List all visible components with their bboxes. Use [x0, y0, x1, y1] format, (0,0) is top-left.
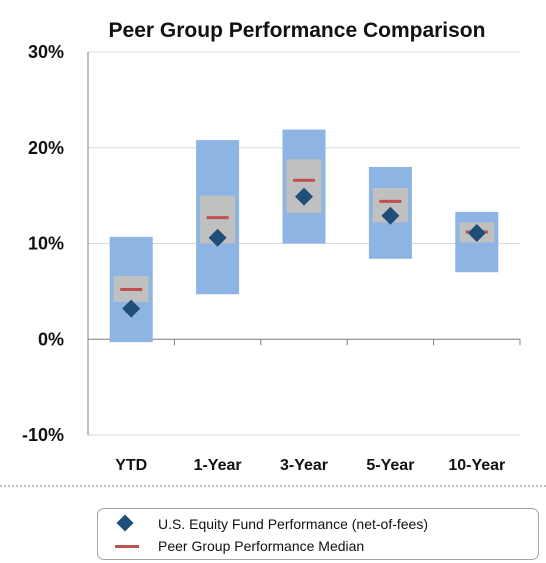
- chart-canvas: Peer Group Performance Comparison -10% 0%…: [22, 19, 521, 474]
- median-marker: [379, 199, 402, 203]
- y-tick-label: 0%: [38, 329, 64, 349]
- legend: U.S. Equity Fund Performance (net-of-fee…: [97, 508, 539, 560]
- median-marker: [120, 287, 143, 291]
- legend-line-icon: [98, 535, 158, 557]
- legend-diamond-icon: [98, 513, 158, 535]
- y-axis-ticks: -10% 0% 10% 20% 30%: [22, 42, 64, 445]
- x-tick-label: 5-Year: [366, 457, 414, 474]
- y-tick-label: 10%: [28, 234, 64, 254]
- x-tick-label: 10-Year: [448, 457, 505, 474]
- fund-marker: [467, 223, 486, 242]
- fund-marker: [381, 206, 400, 225]
- fund-markers: [122, 187, 486, 318]
- median-marker: [293, 178, 315, 182]
- y-tick-label: 20%: [28, 138, 64, 158]
- legend-item-fund: U.S. Equity Fund Performance (net-of-fee…: [98, 513, 538, 535]
- x-axis-ticks: YTD 1-Year 3-Year 5-Year 10-Year: [115, 457, 505, 474]
- fund-marker: [208, 228, 227, 247]
- x-tick-label: 3-Year: [280, 457, 328, 474]
- axes: [87, 52, 521, 435]
- range-bars: [109, 129, 499, 343]
- chart-title: Peer Group Performance Comparison: [109, 19, 486, 42]
- legend-label-fund: U.S. Equity Fund Performance (net-of-fee…: [158, 516, 428, 532]
- median-marker: [206, 216, 229, 220]
- legend-item-median: Peer Group Performance Median: [98, 535, 538, 557]
- y-tick-label: -10%: [22, 425, 64, 445]
- legend-label-median: Peer Group Performance Median: [158, 538, 365, 554]
- fund-marker: [295, 187, 313, 206]
- y-tick-label: 30%: [28, 42, 64, 62]
- fund-marker: [122, 299, 141, 318]
- x-tick-label: YTD: [115, 457, 147, 474]
- separator-line: [0, 485, 546, 487]
- x-tick-label: 1-Year: [194, 457, 242, 474]
